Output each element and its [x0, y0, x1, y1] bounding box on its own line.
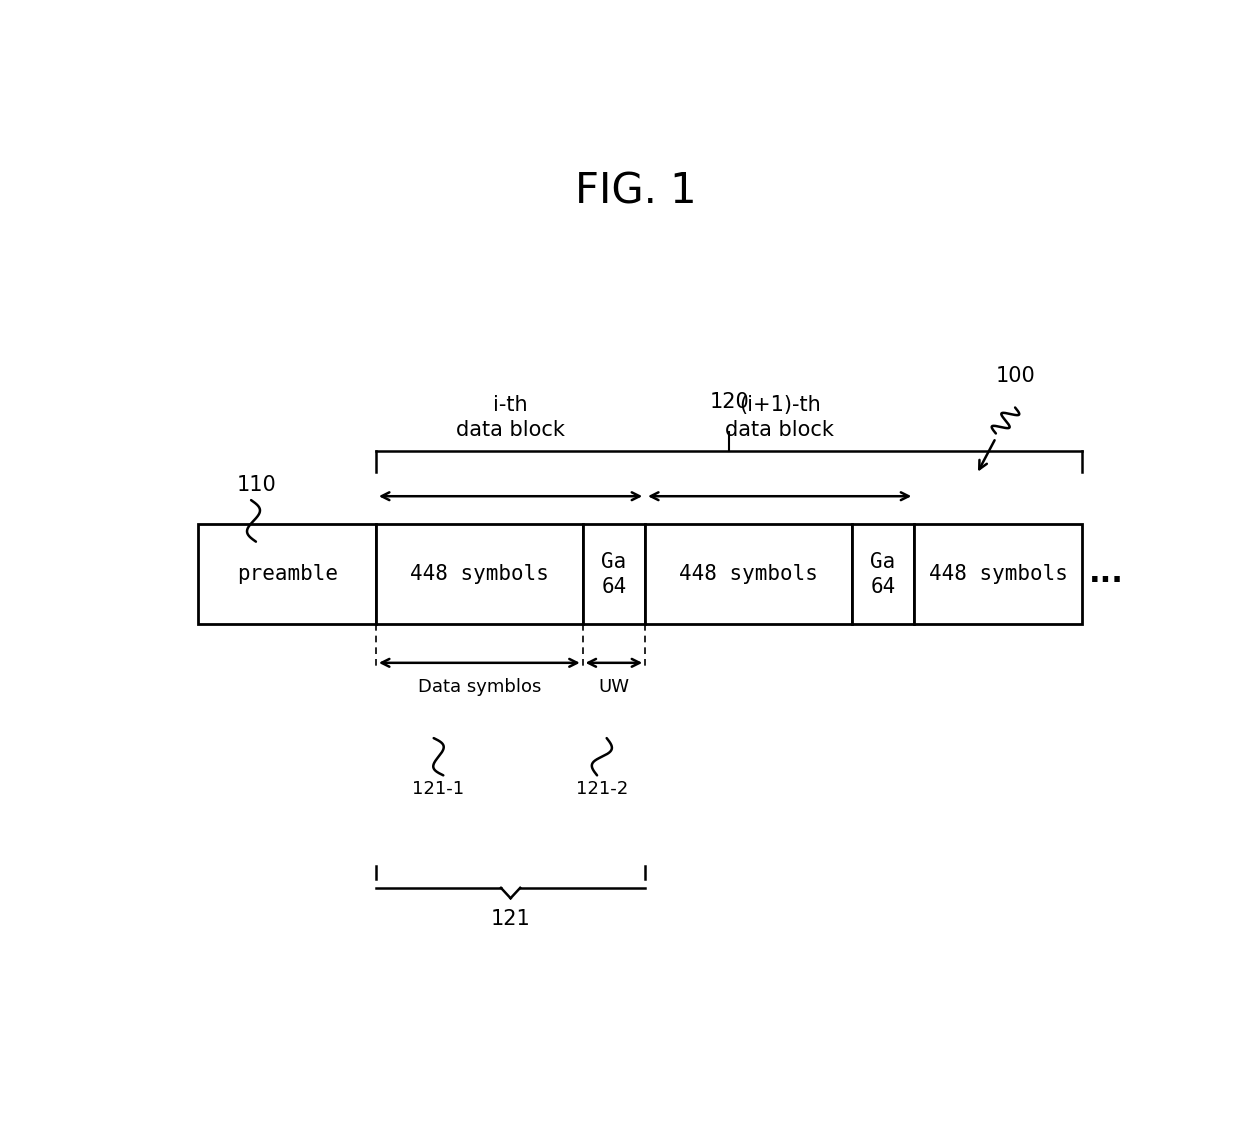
Text: Ga
64: Ga 64 [601, 552, 626, 597]
Text: UW: UW [599, 679, 630, 697]
Text: 120: 120 [709, 392, 749, 411]
Text: ...: ... [1089, 559, 1123, 588]
Text: i-th
data block: i-th data block [456, 396, 565, 439]
Bar [376, 524, 583, 624]
Text: 121: 121 [491, 908, 531, 928]
Text: 121-1: 121-1 [413, 780, 465, 798]
Bar [583, 524, 645, 624]
Bar [852, 524, 914, 624]
Text: preamble: preamble [237, 564, 337, 584]
Text: 121-2: 121-2 [575, 780, 627, 798]
Text: 448 symbols: 448 symbols [929, 564, 1068, 584]
Text: Ga
64: Ga 64 [870, 552, 895, 597]
Bar [914, 524, 1083, 624]
Bar [645, 524, 852, 624]
Text: FIG. 1: FIG. 1 [574, 170, 697, 212]
Text: 110: 110 [237, 475, 277, 496]
Bar [198, 524, 376, 624]
Text: 448 symbols: 448 symbols [410, 564, 549, 584]
Text: (i+1)-th
data block: (i+1)-th data block [725, 396, 835, 439]
Text: Data symblos: Data symblos [418, 679, 541, 697]
Text: 448 symbols: 448 symbols [680, 564, 818, 584]
Text: 100: 100 [996, 366, 1035, 386]
